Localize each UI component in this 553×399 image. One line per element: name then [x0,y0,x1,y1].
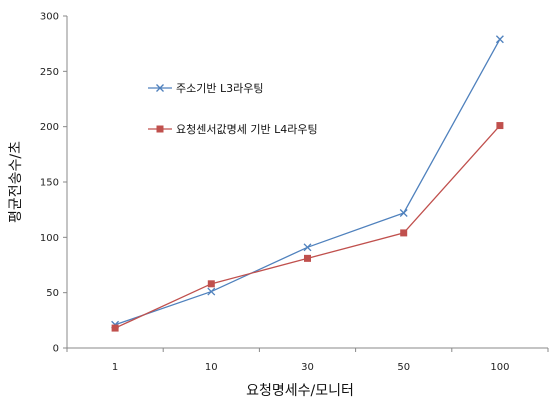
series-line-0 [114,38,501,326]
legend-item-l4: 요청센서값명세 기반 L4라우팅 [148,123,318,136]
data-point-series-1 [400,229,408,237]
y-tick-label: 50 [46,288,59,299]
y-tick-label: 300 [40,12,59,23]
data-point-series-1 [207,280,215,288]
data-point-series-0 [303,243,312,252]
x-tick-label: 100 [490,362,509,373]
data-point-series-1 [496,122,504,130]
legend-marker-shape [156,84,164,92]
legend-marker-shape [156,125,164,133]
y-tick-label: 150 [40,178,59,189]
series-line-1 [114,125,501,329]
x-tick-label: 30 [301,362,314,373]
series-layer [111,35,504,332]
data-point-series-0 [495,35,504,44]
x-axis-title: 요청명세수/모니터 [246,383,354,399]
data-point-series-1 [304,254,311,262]
y-axis-ticks: 0 50 100 150 200 250 300 [40,12,67,355]
x-tick-label: 10 [205,362,218,373]
legend-label-l3: 주소기반 L3라우팅 [176,82,263,95]
x-tick-label: 1 [112,362,118,373]
legend-marker-l4 [156,125,164,133]
y-tick-label: 0 [53,344,59,355]
legend-label-l4: 요청센서값명세 기반 L4라우팅 [176,123,318,136]
y-tick-label: 100 [40,233,59,244]
x-axis-ticks: 1 10 30 50 100 [66,348,549,373]
legend-item-l3: 주소기반 L3라우팅 [148,82,263,95]
data-point-series-0 [207,287,216,296]
y-tick-label: 200 [40,122,59,133]
x-tick-label: 50 [397,362,410,373]
data-point-series-1 [111,324,119,332]
y-axis-title: 평균전송수/초 [8,141,24,223]
y-tick-label: 250 [40,67,59,78]
legend: 주소기반 L3라우팅 요청센서값명세 기반 L4라우팅 [148,82,318,136]
legend-marker-l3 [156,84,164,92]
data-point-series-0 [399,209,408,217]
